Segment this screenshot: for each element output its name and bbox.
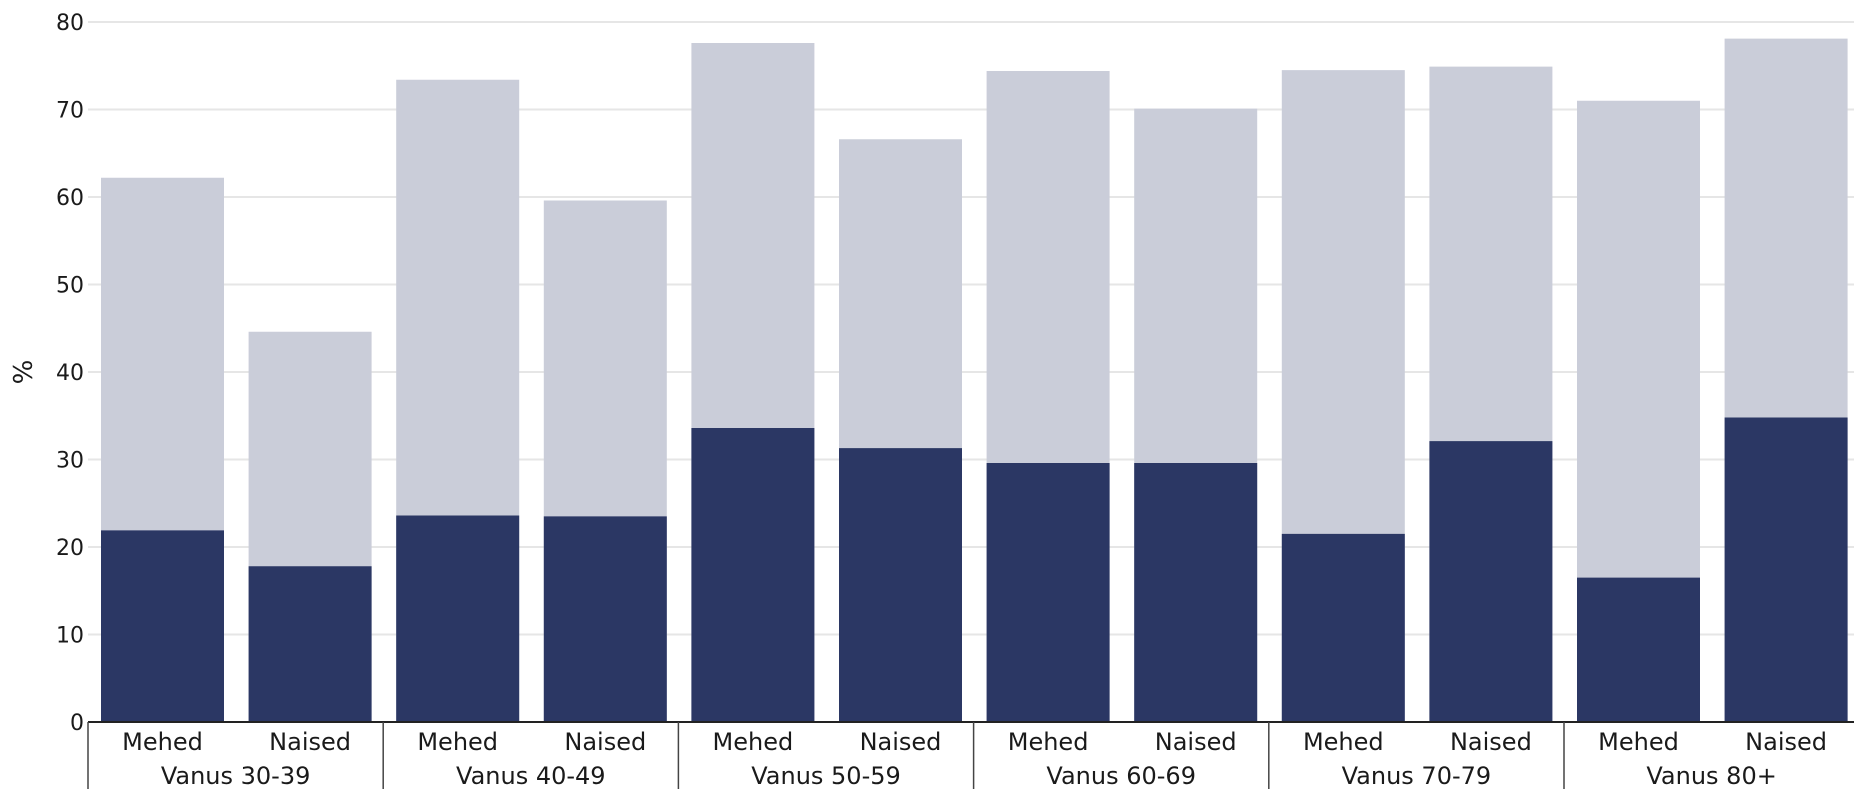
y-tick-label-80: 80 bbox=[56, 11, 84, 36]
bar-series2-9 bbox=[1429, 441, 1553, 722]
y-tick-label-10: 10 bbox=[56, 624, 84, 649]
x-group-labels: Vanus 30-39 Vanus 40-49 Vanus 50-59 Vanus 6… bbox=[161, 762, 1777, 789]
x-category-label-6: Mehed bbox=[1008, 728, 1089, 756]
x-group-label-3: Vanus 60-69 bbox=[1046, 762, 1196, 789]
x-category-labels: Mehed Naised Mehed Naised Mehed Naised Mehed Na… bbox=[122, 728, 1827, 756]
x-category-label-0: Mehed bbox=[122, 728, 203, 756]
x-category-label-7: Naised bbox=[1155, 728, 1237, 756]
bar-series2-11 bbox=[1724, 417, 1848, 722]
bar-series2-10 bbox=[1577, 577, 1700, 722]
y-tick-labels: 0 10 20 30 40 50 60 70 80 bbox=[56, 11, 84, 736]
x-category-label-5: Naised bbox=[860, 728, 942, 756]
x-category-label-4: Mehed bbox=[713, 728, 794, 756]
bar-series2-0 bbox=[101, 530, 224, 722]
x-group-label-5: Vanus 80+ bbox=[1646, 762, 1776, 789]
x-category-label-3: Naised bbox=[564, 728, 646, 756]
gridlines bbox=[88, 21, 1854, 636]
bar-series2-4 bbox=[691, 428, 815, 722]
bar-series2-2 bbox=[396, 515, 520, 722]
x-group-label-1: Vanus 40-49 bbox=[456, 762, 606, 789]
y-axis-title: % bbox=[9, 360, 39, 385]
y-tick-label-30: 30 bbox=[56, 449, 84, 474]
x-category-label-8: Mehed bbox=[1303, 728, 1384, 756]
x-category-label-2: Mehed bbox=[417, 728, 498, 756]
bar-series2-5 bbox=[839, 448, 962, 722]
y-tick-label-70: 70 bbox=[56, 99, 84, 124]
bar-series2-6 bbox=[986, 463, 1110, 722]
y-tick-label-40: 40 bbox=[56, 361, 84, 386]
axes bbox=[87, 721, 1854, 789]
bar-series2-8 bbox=[1281, 533, 1405, 722]
x-group-label-2: Vanus 50-59 bbox=[751, 762, 901, 789]
bars bbox=[101, 38, 1848, 722]
x-category-label-10: Mehed bbox=[1598, 728, 1679, 756]
bar-series2-3 bbox=[543, 516, 667, 722]
y-tick-label-60: 60 bbox=[56, 186, 84, 211]
x-group-label-4: Vanus 70-79 bbox=[1342, 762, 1492, 789]
bar-series2-1 bbox=[248, 566, 372, 722]
bar-series2-7 bbox=[1134, 463, 1258, 722]
x-category-label-1: Naised bbox=[269, 728, 351, 756]
x-category-label-11: Naised bbox=[1745, 728, 1827, 756]
y-tick-label-0: 0 bbox=[70, 711, 84, 736]
y-tick-label-50: 50 bbox=[56, 274, 84, 299]
y-tick-label-20: 20 bbox=[56, 536, 84, 561]
x-category-label-9: Naised bbox=[1450, 728, 1532, 756]
x-group-label-0: Vanus 30-39 bbox=[161, 762, 311, 789]
